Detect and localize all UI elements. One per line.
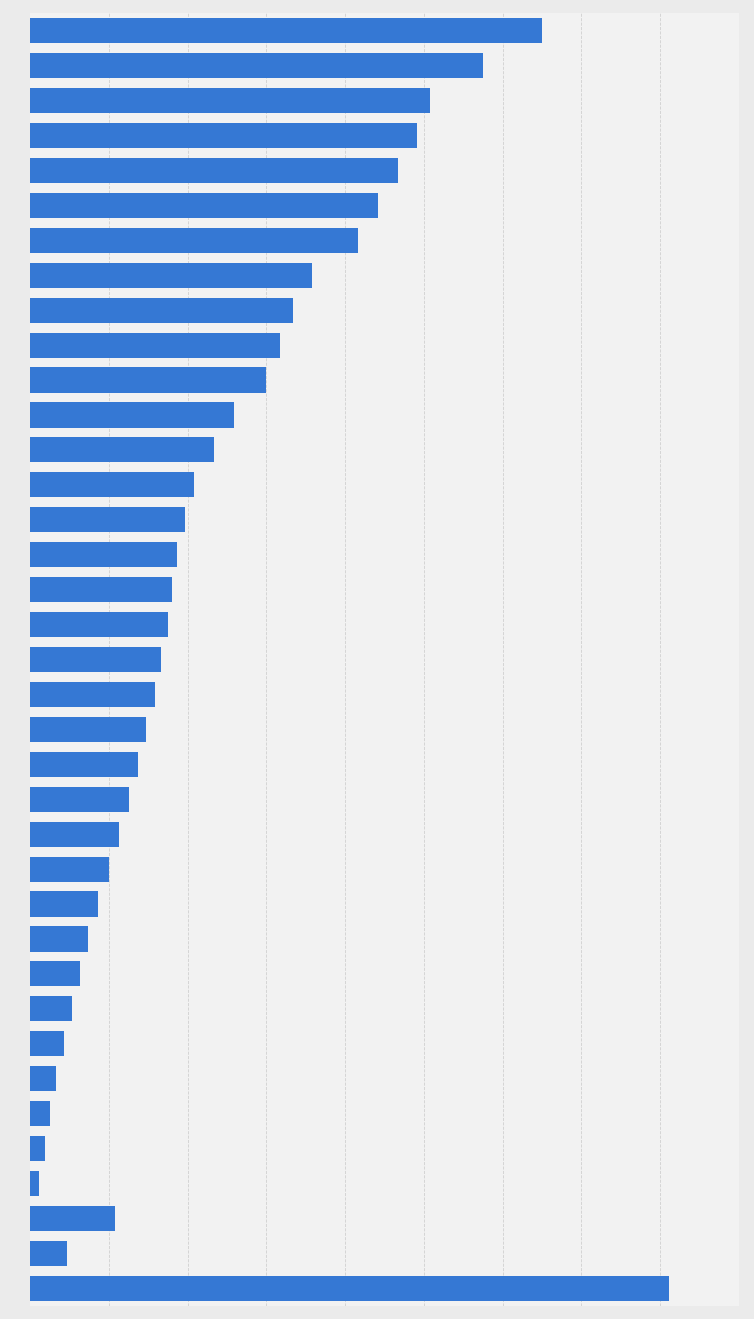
Bar	[30, 332, 280, 357]
Bar	[30, 716, 146, 743]
Bar	[30, 508, 185, 533]
Bar	[30, 892, 99, 917]
Bar	[30, 1031, 64, 1057]
Bar	[30, 88, 431, 113]
Bar	[30, 1206, 115, 1231]
Bar	[30, 438, 214, 463]
Bar	[30, 123, 418, 148]
Bar	[30, 298, 293, 323]
Bar	[30, 472, 195, 497]
Bar	[30, 1101, 50, 1126]
Bar	[30, 926, 88, 951]
Bar	[30, 996, 72, 1021]
Bar	[30, 682, 155, 707]
Bar	[30, 18, 542, 44]
Bar	[30, 368, 266, 393]
Bar	[30, 193, 378, 218]
Bar	[30, 262, 312, 288]
Bar	[30, 822, 119, 847]
Bar	[30, 612, 168, 637]
Bar	[30, 1066, 57, 1091]
Bar	[30, 1275, 670, 1301]
Bar	[30, 53, 483, 78]
Bar	[30, 752, 138, 777]
Bar	[30, 962, 80, 987]
Bar	[30, 1136, 44, 1161]
Bar	[30, 228, 358, 253]
Bar	[30, 576, 172, 603]
Bar	[30, 646, 161, 673]
Bar	[30, 158, 397, 183]
Bar	[30, 542, 177, 567]
Bar	[30, 786, 129, 811]
Bar	[30, 1241, 67, 1266]
Bar	[30, 856, 109, 881]
Bar	[30, 402, 234, 427]
Bar	[30, 1171, 39, 1196]
